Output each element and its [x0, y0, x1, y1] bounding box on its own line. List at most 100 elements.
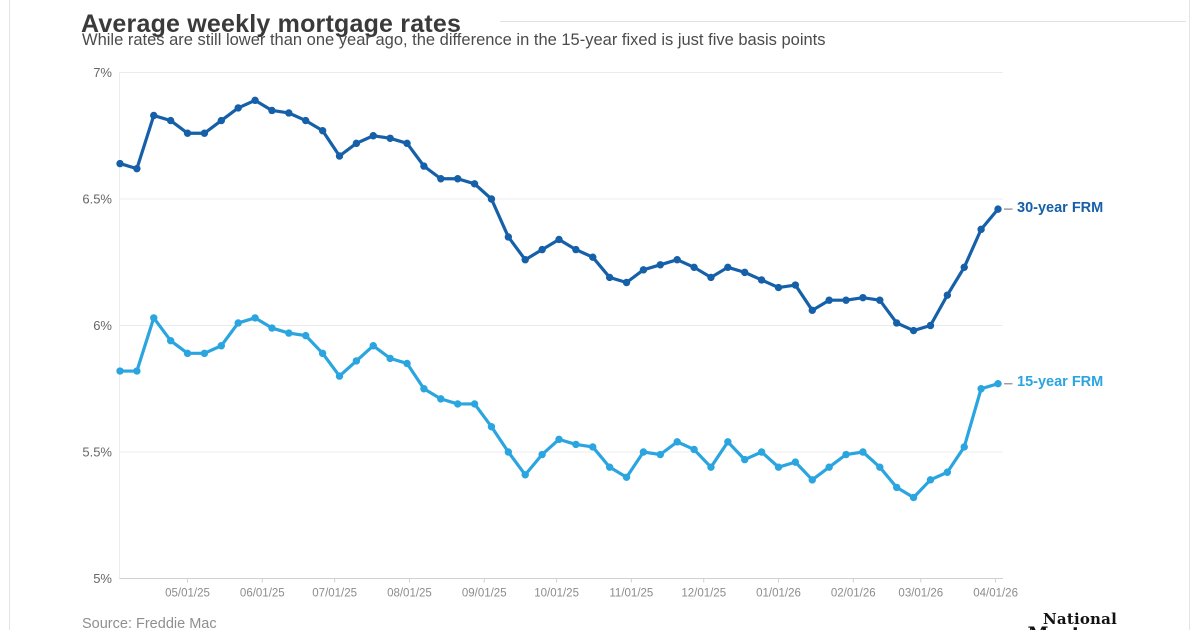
- data-point: [741, 268, 749, 277]
- data-point: [116, 367, 124, 375]
- data-point: [926, 476, 935, 484]
- data-point: [504, 448, 513, 456]
- data-point: [166, 116, 175, 125]
- y-axis-label: 6%: [93, 318, 112, 333]
- data-point: [707, 273, 715, 282]
- data-point: [420, 385, 428, 393]
- data-point: [352, 357, 361, 365]
- page-title: Average weekly mortgage rates: [81, 9, 462, 38]
- data-point: [656, 261, 665, 269]
- data-point: [453, 400, 462, 408]
- data-point: [504, 233, 513, 241]
- data-point: [234, 104, 242, 112]
- data-point: [994, 379, 1002, 388]
- data-point: [302, 116, 310, 125]
- data-point: [200, 129, 209, 137]
- data-point: [487, 195, 496, 203]
- data-point: [403, 359, 411, 368]
- data-point: [707, 463, 715, 471]
- data-point: [690, 263, 698, 272]
- data-point: [673, 438, 681, 446]
- data-point: [470, 180, 479, 188]
- data-point: [386, 354, 394, 363]
- data-point: [133, 164, 141, 173]
- card-right-border: [1189, 0, 1190, 630]
- data-point: [352, 139, 361, 148]
- data-point: [876, 463, 884, 471]
- data-point: [656, 450, 665, 459]
- data-point: [251, 96, 259, 105]
- data-point: [386, 134, 394, 142]
- data-point: [943, 291, 952, 299]
- data-point: [183, 349, 192, 358]
- data-point: [994, 205, 1002, 213]
- data-point: [622, 473, 631, 481]
- data-point: [791, 458, 800, 466]
- data-point: [977, 225, 985, 234]
- x-axis: 05/01/25 06/01/25 07/01/25 08/01/25 09/01/25…: [165, 578, 1018, 600]
- data-point: [774, 283, 783, 292]
- x-axis-label: 11/01/25: [609, 588, 653, 600]
- data-point: [639, 448, 648, 456]
- data-point: [977, 385, 985, 393]
- data-point: [926, 321, 935, 330]
- data-point: [859, 293, 867, 302]
- data-point: [774, 463, 783, 471]
- data-point: [572, 245, 580, 254]
- data-point: [335, 372, 344, 380]
- data-point: [825, 463, 833, 471]
- data-point: [724, 438, 732, 446]
- data-point: [369, 132, 377, 140]
- logo-line-1: National: [1043, 610, 1117, 628]
- x-axis-label: 02/01/26: [831, 588, 876, 600]
- national-mortgage-news-logo: National Mortgage News: [1005, 612, 1155, 630]
- data-point: [285, 109, 293, 117]
- data-point: [876, 296, 884, 304]
- data-point: [133, 367, 141, 375]
- data-point: [335, 152, 344, 160]
- data-point: [909, 326, 918, 335]
- x-axis-label: 06/01/25: [240, 588, 285, 600]
- series-15-year-frm: [116, 314, 1013, 502]
- data-point: [200, 349, 209, 358]
- data-point: [268, 324, 276, 332]
- x-axis-label: 03/01/26: [898, 588, 943, 600]
- legend-30-year-frm: 30-year FRM: [1017, 199, 1104, 216]
- chart-subtitle: While rates are still lower than one yea…: [82, 31, 826, 49]
- data-point: [555, 435, 563, 444]
- data-point: [943, 468, 952, 476]
- y-axis-label: 5.5%: [82, 445, 112, 460]
- data-point: [437, 175, 445, 183]
- data-point: [842, 296, 850, 304]
- data-point: [825, 296, 833, 304]
- data-point: [234, 319, 242, 327]
- data-point: [318, 126, 327, 135]
- logo-line-2: Mortgage News: [1005, 625, 1155, 630]
- data-point: [741, 455, 749, 464]
- data-point: [217, 342, 226, 350]
- x-axis-label: 07/01/25: [312, 588, 357, 600]
- data-point: [808, 306, 816, 315]
- data-point: [150, 314, 158, 322]
- data-point: [453, 175, 462, 183]
- data-point: [318, 349, 327, 358]
- data-point: [960, 443, 968, 451]
- data-point: [487, 423, 496, 431]
- data-point: [622, 278, 631, 287]
- data-point: [892, 483, 901, 492]
- data-point: [589, 443, 597, 451]
- data-point: [521, 471, 529, 479]
- source-note: Source: Freddie Mac: [82, 616, 217, 630]
- y-axis-label: 6.5%: [82, 192, 112, 207]
- data-point: [285, 329, 293, 337]
- data-point: [437, 395, 445, 403]
- data-point: [166, 336, 175, 345]
- data-point: [251, 314, 259, 322]
- data-point: [673, 256, 681, 264]
- data-point: [555, 235, 563, 244]
- data-point: [639, 266, 648, 274]
- y-gridlines: 7% 6.5% 6% 5.5% 5%: [82, 65, 1003, 586]
- data-point: [808, 476, 816, 484]
